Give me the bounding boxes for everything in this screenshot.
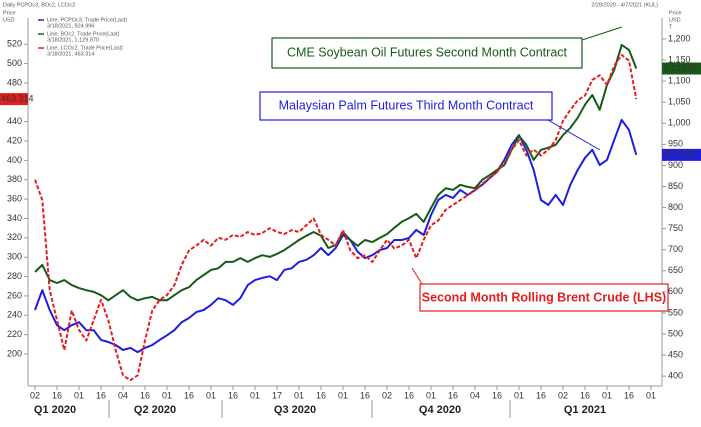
last-value-box bbox=[662, 62, 701, 75]
y2-tick-label: 850 bbox=[668, 181, 683, 191]
y-tick-label: 380 bbox=[7, 174, 22, 184]
y2-tick-label: 800 bbox=[668, 202, 683, 212]
legend-label: Line, LCOc2, Trade Price(Last) bbox=[47, 45, 123, 51]
x-tick-label: 16 bbox=[184, 390, 194, 400]
quarter-label: Q4 2020 bbox=[419, 404, 461, 416]
quarter-separators bbox=[108, 400, 511, 418]
quarter-label: Q3 2020 bbox=[274, 404, 316, 416]
x-tick-label: 16 bbox=[536, 390, 546, 400]
y-tick-label: 400 bbox=[7, 155, 22, 165]
annotation-text: CME Soybean Oil Futures Second Month Con… bbox=[287, 45, 568, 59]
x-tick-label: 04 bbox=[470, 390, 480, 400]
y2-tick-label: 1,150 bbox=[668, 54, 691, 64]
x-tick-label: 01 bbox=[294, 390, 304, 400]
series-line bbox=[34, 118, 638, 354]
x-tick-label: 16 bbox=[580, 390, 590, 400]
y2-tick-label: 400 bbox=[668, 371, 683, 381]
y2-label: USD bbox=[669, 17, 681, 23]
y2-tick-label: 750 bbox=[668, 223, 683, 233]
y2-label: T bbox=[669, 24, 673, 30]
x-tick-label: 02 bbox=[558, 390, 568, 400]
y2-tick-label: 650 bbox=[668, 265, 683, 275]
x-tick-label: 16 bbox=[96, 390, 106, 400]
x-tick-label: 16 bbox=[404, 390, 414, 400]
x-tick-label: 16 bbox=[448, 390, 458, 400]
annotation: Second Month Rolling Brent Crude (LHS) bbox=[411, 267, 669, 312]
y-tick-label: 340 bbox=[7, 213, 22, 223]
quarter-label: Q1 2020 bbox=[34, 404, 76, 416]
annotation-text: Malaysian Palm Futures Third Month Contr… bbox=[279, 98, 534, 112]
legend-detail: 3/18/2021, 924.996 bbox=[47, 23, 94, 29]
y2-tick-label: 950 bbox=[668, 139, 683, 149]
y2-tick-label: 1,000 bbox=[668, 118, 691, 128]
x-tick-label: 01 bbox=[162, 390, 172, 400]
y-tick-label: 520 bbox=[7, 39, 22, 49]
y-tick-label: 220 bbox=[7, 329, 22, 339]
last-value-box bbox=[662, 148, 701, 161]
chart-title: Daily PCPOc3, BOc2, LCOc2 bbox=[3, 2, 75, 8]
y-tick-label: 360 bbox=[7, 193, 22, 203]
y2-tick-label: 900 bbox=[668, 160, 683, 170]
y-tick-label: 500 bbox=[7, 58, 22, 68]
y2-tick-label: 1,100 bbox=[668, 75, 691, 85]
x-tick-label: 04 bbox=[118, 390, 128, 400]
x-tick-label: 16 bbox=[52, 390, 62, 400]
last-value-box bbox=[0, 93, 28, 106]
last-value-label: 463.314 bbox=[1, 93, 34, 103]
last-value-label: 924.996 bbox=[663, 149, 696, 159]
y-label: USD bbox=[3, 17, 15, 23]
x-tick-label: 16 bbox=[360, 390, 370, 400]
y-tick-label: 260 bbox=[7, 290, 22, 300]
x-tick-label: 17 bbox=[272, 390, 282, 400]
y-label: Price bbox=[3, 10, 16, 16]
x-tick-label: 01 bbox=[206, 390, 216, 400]
x-tick-label: 16 bbox=[140, 390, 150, 400]
legend-detail: 3/18/2021, 1,129.870 bbox=[47, 37, 99, 43]
x-tick-label: 16 bbox=[624, 390, 634, 400]
y-tick-label: 440 bbox=[7, 116, 22, 126]
date-range: 2/28/2020 - 4/7/2021 (KUL) bbox=[591, 2, 658, 8]
y2-tick-label: 500 bbox=[668, 328, 683, 338]
y2-tick-label: 1,050 bbox=[668, 97, 691, 107]
legend-detail: 3/18/2021, 463.314 bbox=[47, 51, 94, 57]
legend-label: Line, BOc2, Trade Price(Last) bbox=[47, 31, 120, 37]
x-tick-label: 01 bbox=[426, 390, 436, 400]
x-tick-label: 02 bbox=[382, 390, 392, 400]
annotation-text: Second Month Rolling Brent Crude (LHS) bbox=[422, 290, 666, 304]
y-tick-label: 300 bbox=[7, 252, 22, 262]
x-tick-label: 01 bbox=[338, 390, 348, 400]
y2-label: Price bbox=[669, 10, 682, 16]
x-tick-label: 01 bbox=[514, 390, 524, 400]
x-tick-label: 01 bbox=[74, 390, 84, 400]
y2-tick-label: 1,200 bbox=[668, 33, 691, 43]
quarter-label: Q1 2021 bbox=[564, 404, 606, 416]
annotation: Malaysian Palm Futures Third Month Contr… bbox=[259, 91, 601, 151]
x-tick-label: 01 bbox=[602, 390, 612, 400]
y2-tick-label: 550 bbox=[668, 307, 683, 317]
legend-label: Line, PCPOc3, Trade Price(Last) bbox=[47, 17, 127, 23]
y-tick-label: 420 bbox=[7, 135, 22, 145]
y2-tick-label: 450 bbox=[668, 349, 683, 359]
y-tick-label: 280 bbox=[7, 271, 22, 281]
quarter-label: Q2 2020 bbox=[134, 404, 176, 416]
y-tick-label: 240 bbox=[7, 310, 22, 320]
last-value-label: 1,129.87 bbox=[663, 63, 698, 73]
x-tick-label: 16 bbox=[228, 390, 238, 400]
y2-tick-label: 700 bbox=[668, 244, 683, 254]
annotation: CME Soybean Oil Futures Second Month Con… bbox=[271, 26, 623, 69]
y-tick-label: 320 bbox=[7, 232, 22, 242]
x-tick-label: 16 bbox=[316, 390, 326, 400]
x-tick-label: 01 bbox=[250, 390, 260, 400]
y-tick-label: 200 bbox=[7, 348, 22, 358]
x-tick-label: 16 bbox=[492, 390, 502, 400]
x-tick-label: 02 bbox=[30, 390, 40, 400]
series-line bbox=[34, 53, 638, 382]
x-tick-label: 01 bbox=[646, 390, 656, 400]
y2-tick-label: 600 bbox=[668, 286, 683, 296]
y-tick-label: 480 bbox=[7, 77, 22, 87]
